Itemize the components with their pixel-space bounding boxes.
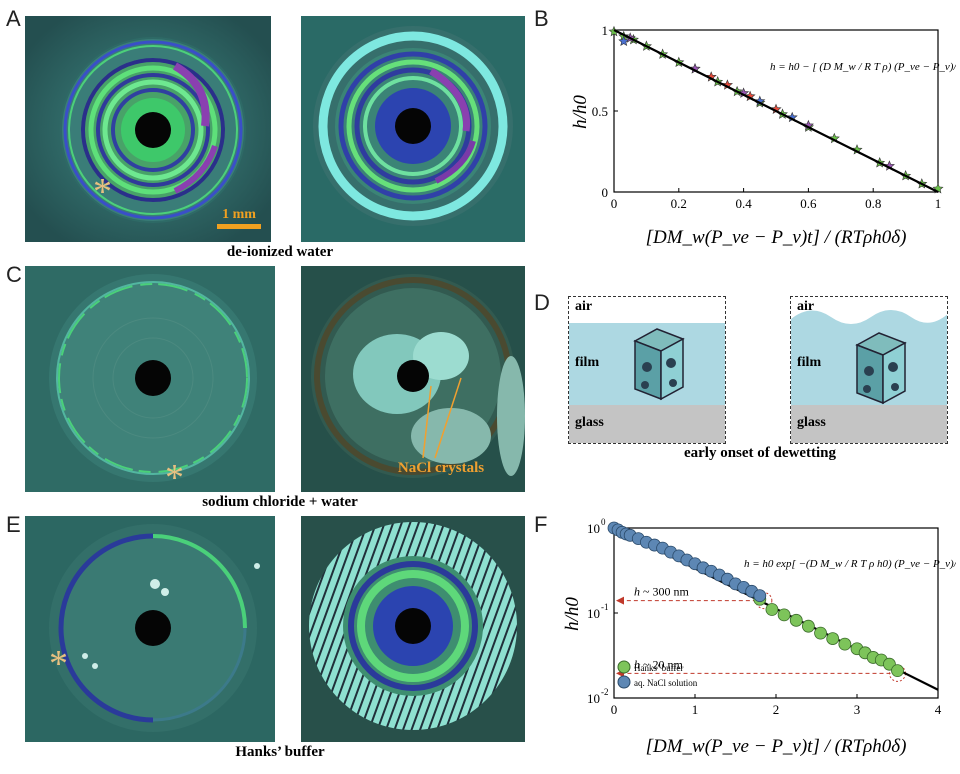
chart-b-equation: h = h0 − [ (D M_w / R T ρ) (P_ve − P_v)/… [770, 61, 956, 73]
crystal-cube-icon-right [855, 332, 907, 405]
data-point [789, 613, 803, 627]
chart-f-equation: h = h0 exp[ −(D M_w / R T ρ h0) (P_ve − … [744, 558, 956, 570]
label-air-right: air [797, 299, 815, 314]
panel-label-d: D [534, 290, 550, 315]
data-point [826, 632, 840, 645]
x-tick-label: 4 [935, 702, 942, 717]
legend-hanks-marker [617, 660, 631, 674]
data-point [801, 619, 815, 633]
asterisk-marker: * [93, 171, 112, 213]
y-tick-exponent: -2 [601, 687, 609, 697]
x-tick-label: 0.4 [735, 196, 752, 211]
chart-b-fit-line [613, 29, 939, 193]
y-tick-label: 1 [602, 23, 609, 38]
data-point [765, 603, 779, 616]
annotation-label: h ~ 20 nm [634, 657, 683, 671]
panel-e-image-left: * [25, 516, 275, 742]
label-glass-right: glass [797, 415, 826, 430]
panel-label-f: F [534, 512, 548, 537]
x-tick-label: 0.6 [800, 196, 817, 211]
x-tick-label: 0.2 [671, 196, 687, 211]
panel-e-image-right [301, 516, 525, 742]
panel-label-c: C [6, 262, 22, 287]
x-tick-label: 0 [611, 196, 618, 211]
scale-bar-label: 1 mm [222, 207, 256, 222]
y-tick-exponent: 0 [601, 517, 606, 527]
arrow-head [616, 596, 624, 605]
scale-bar [217, 224, 261, 229]
chart-f-ylabel: h/h0 [562, 597, 583, 631]
panel-label-b: B [534, 6, 549, 31]
data-point [777, 608, 791, 622]
x-tick-label: 2 [773, 702, 780, 717]
panel-label-a: A [6, 6, 21, 31]
panel-b-chart: 0 0.2 0.4 0.6 0.8 1 0 0.5 1 h = h0 − [ (D M_w / … [570, 23, 956, 248]
nacl-label: NaCl crystals [398, 460, 484, 476]
caption-d: early onset of dewetting [683, 445, 837, 461]
legend-hanks: Hanks’ buffer [634, 663, 683, 673]
y-tick-label: 10 [587, 606, 600, 621]
legend-nacl-marker [617, 675, 631, 689]
legend-nacl: aq. NaCl solution [634, 678, 698, 688]
caption-c: sodium chloride + water [202, 494, 358, 510]
label-film-right: film [797, 355, 822, 370]
y-tick-label: 10 [587, 691, 600, 706]
panel-c-image-left: * [25, 266, 275, 492]
diagram-d-left: air film glass [568, 296, 726, 444]
asterisk-marker-c: * [165, 457, 184, 492]
panel-c-image-right: NaCl crystals [301, 266, 525, 492]
y-tick-label: 0.5 [592, 104, 608, 119]
data-point [838, 637, 852, 651]
y-tick-exponent: -1 [601, 602, 609, 612]
caption-e: Hanks’ buffer [235, 744, 325, 760]
label-film: film [575, 355, 600, 370]
y-tick-label: 10 [587, 521, 600, 536]
asterisk-marker-e: * [49, 643, 68, 685]
label-air: air [575, 299, 593, 314]
caption-a: de-ionized water [226, 244, 334, 260]
diagram-d-right: air film glass [790, 296, 948, 444]
panel-label-e: E [6, 512, 21, 537]
data-point-star [618, 35, 630, 47]
x-tick-label: 1 [935, 196, 942, 211]
data-point [891, 664, 904, 678]
chart-b-xlabel: [DM_w(P_ve − P_v)t] / (RTρh0δ) [646, 227, 907, 248]
x-tick-label: 0.8 [865, 196, 881, 211]
x-tick-label: 3 [854, 702, 861, 717]
x-tick-label: 1 [692, 702, 699, 717]
chart-b-ylabel: h/h0 [570, 95, 591, 129]
panel-a-image-right [301, 16, 525, 242]
panel-a-image-left: * 1 mm [25, 16, 271, 242]
label-glass: glass [575, 415, 604, 430]
annotation-label: h ~ 300 nm [634, 585, 689, 599]
data-point [814, 626, 827, 640]
glass-layer [569, 405, 725, 443]
y-tick-label: 0 [602, 185, 609, 200]
x-tick-label: 0 [611, 702, 618, 717]
data-point [753, 589, 767, 603]
chart-f-xlabel: [DM_w(P_ve − P_v)t] / (RTρh0δ) [646, 736, 907, 757]
crystal-cube-icon [633, 328, 685, 401]
